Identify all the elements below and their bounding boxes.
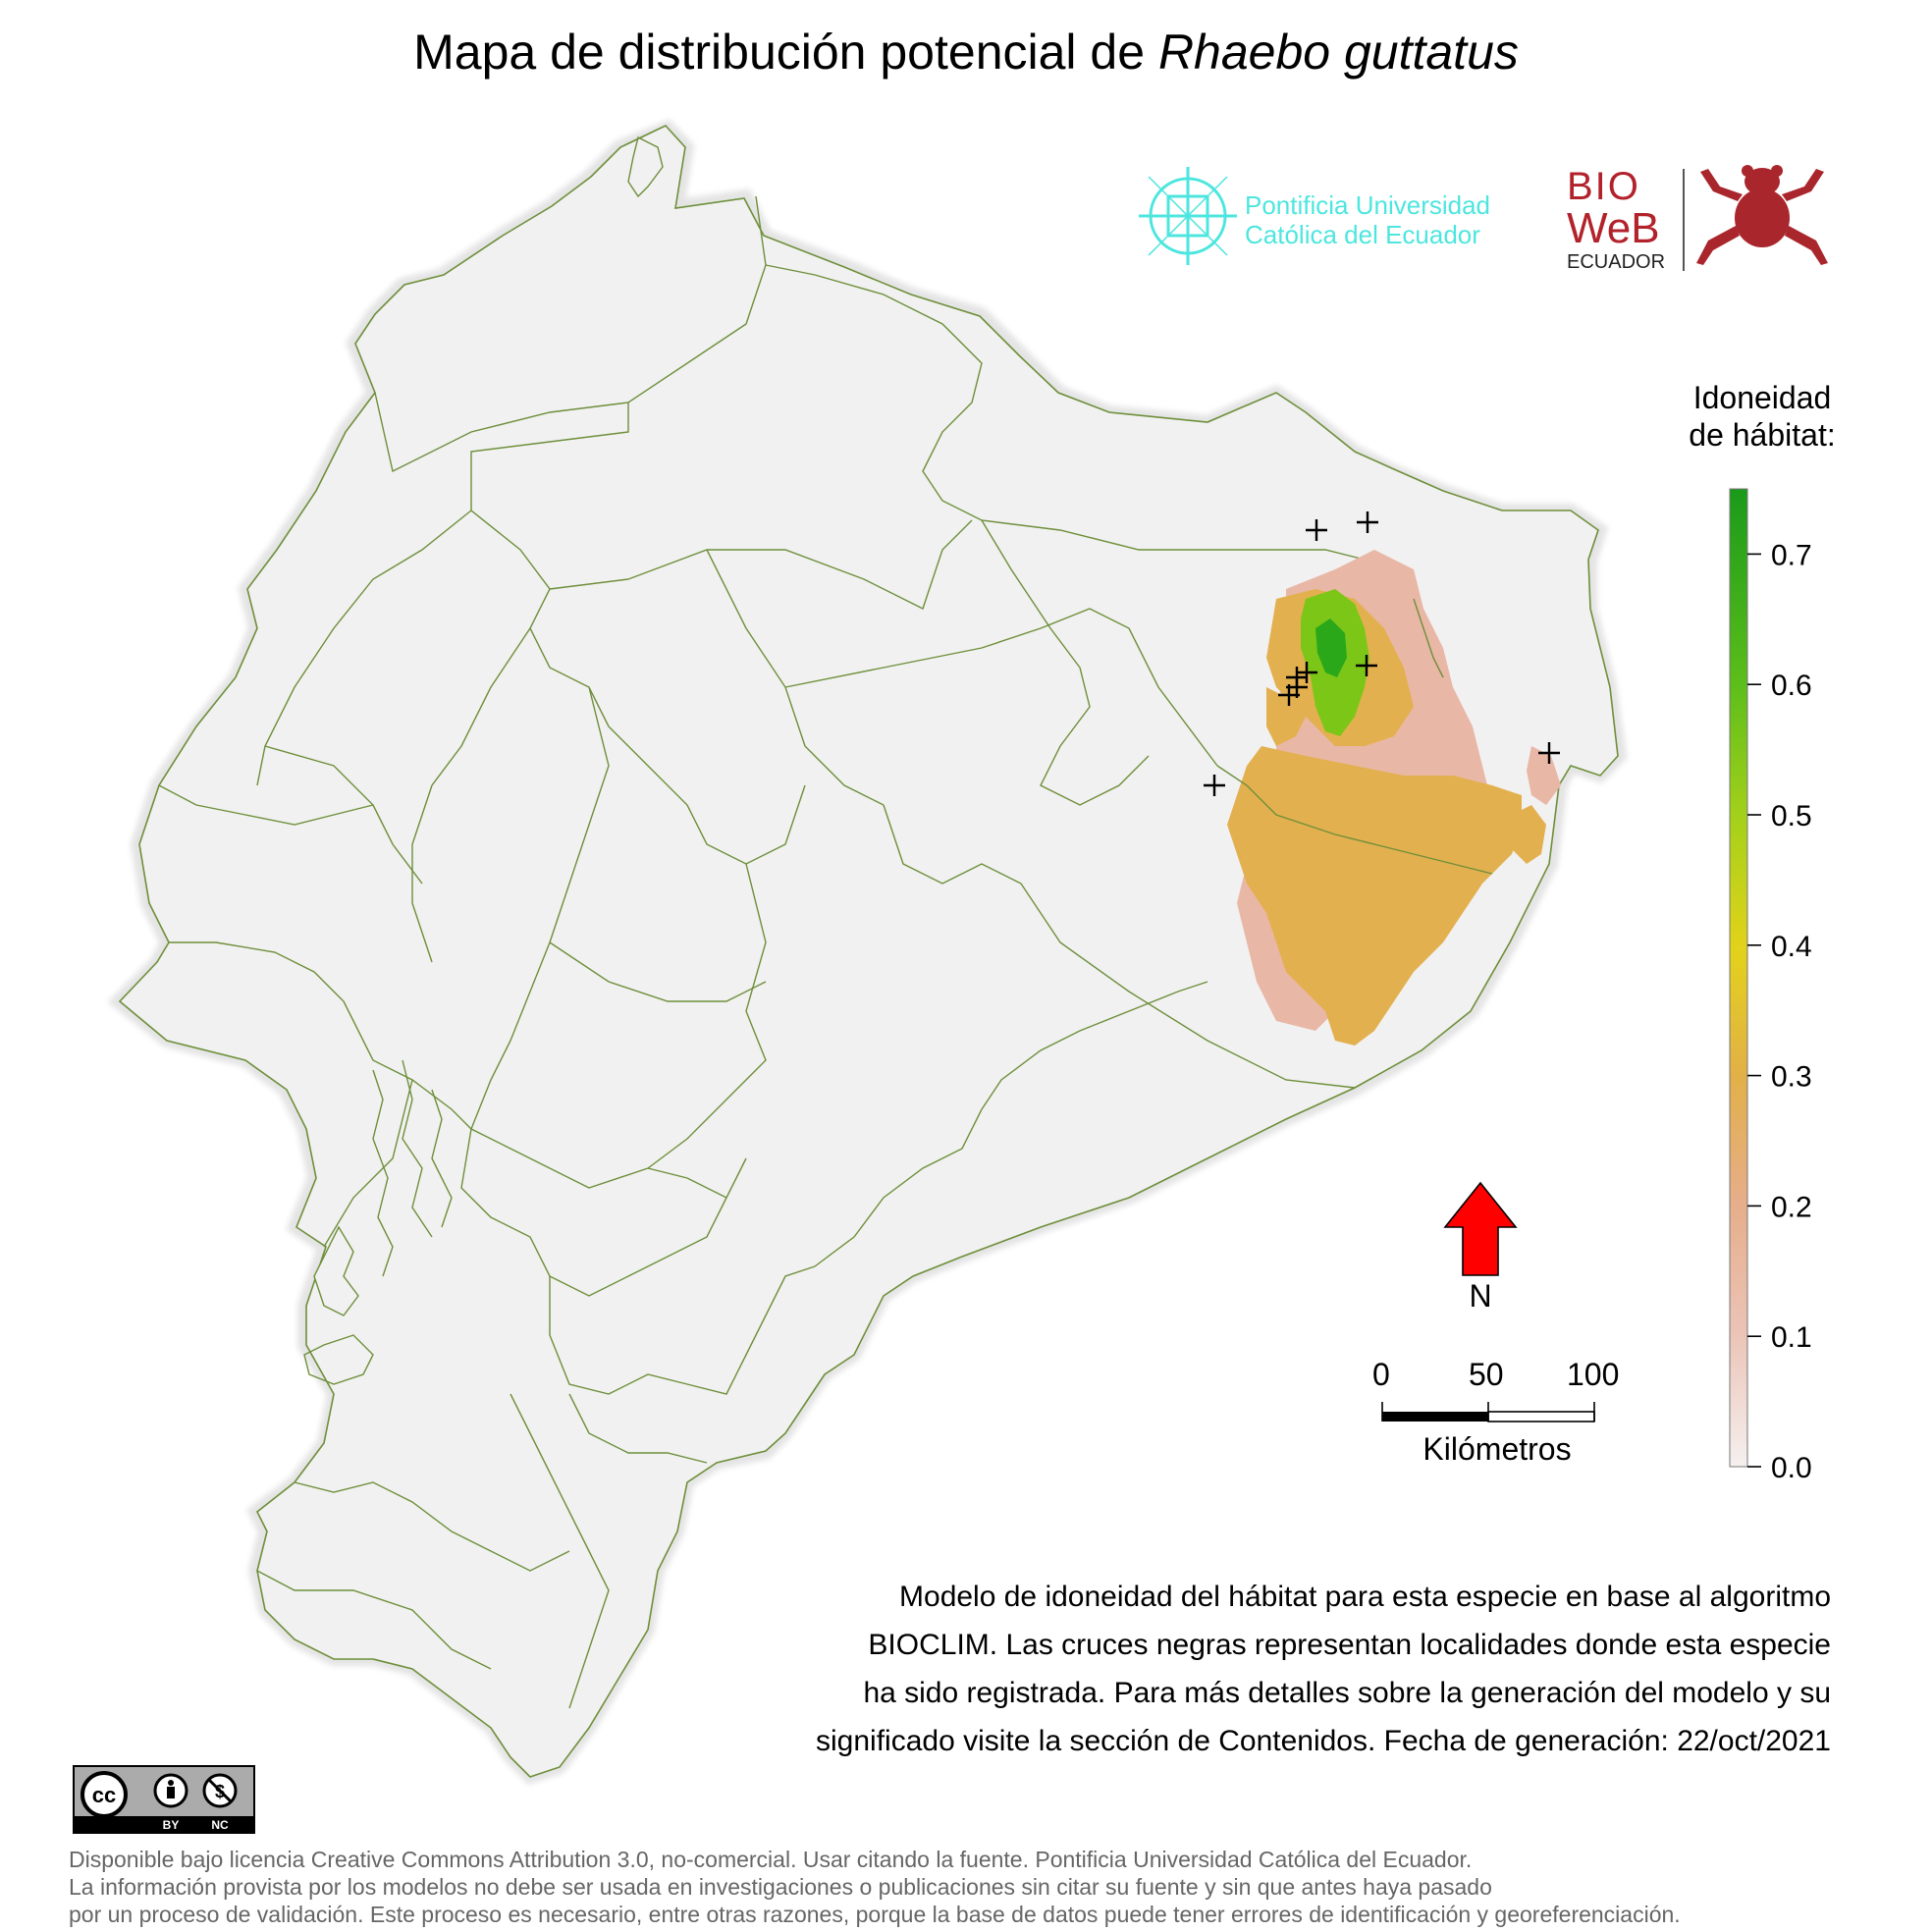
north-arrow xyxy=(1443,1181,1518,1276)
rivers xyxy=(1216,598,1493,875)
cc-icon xyxy=(80,1771,128,1818)
occurrence-marker xyxy=(1356,655,1377,676)
occurrence-marker xyxy=(1357,511,1378,533)
legend-tick-label: 0.4 xyxy=(1771,931,1812,963)
bioweb-logo: BIO WeB ECUADOR xyxy=(1567,165,1824,273)
legend-tick-label: 0.3 xyxy=(1771,1061,1812,1094)
footer-line: Disponible bajo licencia Creative Common… xyxy=(69,1847,1473,1872)
map-title: Mapa de distribución potencial de Rhaebo… xyxy=(0,24,1932,80)
legend-tick-label: 0.1 xyxy=(1771,1321,1812,1354)
puce-line1: Pontificia Universidad xyxy=(1245,190,1491,220)
suitability-raster xyxy=(1227,550,1561,1046)
frog-icon xyxy=(1696,165,1828,265)
footer-line: La información provista por los modelos … xyxy=(69,1874,1492,1900)
bioweb-line2: WeB xyxy=(1567,204,1660,252)
bioweb-line3: ECUADOR xyxy=(1567,251,1666,273)
legend-tick-label: 0.5 xyxy=(1771,800,1812,832)
title-species: Rhaebo guttatus xyxy=(1157,25,1519,80)
puce-line2: Católica del Ecuador xyxy=(1245,220,1480,249)
suitability-medium xyxy=(1227,746,1522,1046)
occurrence-marker xyxy=(1204,775,1225,796)
description-line: significado visite la sección de Conteni… xyxy=(816,1725,1831,1757)
north-label: N xyxy=(1469,1278,1492,1314)
occurrence-marker xyxy=(1538,742,1560,764)
license-footer: Disponible bajo licencia Creative Common… xyxy=(69,1846,1914,1928)
svg-text:cc: cc xyxy=(92,1783,116,1807)
suitability-low-east xyxy=(1527,746,1561,805)
occurrence-marker xyxy=(1296,662,1317,683)
title-prefix: Mapa de distribución potencial de xyxy=(413,25,1158,80)
scale-bar-white xyxy=(1487,1411,1595,1422)
puce-logo-text: Pontificia Universidad Católica del Ecua… xyxy=(1245,190,1490,249)
scale-bar xyxy=(1381,1402,1595,1422)
puce-logo: Pontificia Universidad Católica del Ecua… xyxy=(1137,165,1500,273)
badge-nc-label: NC xyxy=(211,1818,229,1832)
scale-bar-black xyxy=(1382,1412,1488,1422)
scale-label-50: 50 xyxy=(1469,1357,1504,1392)
scale-unit: Kilómetros xyxy=(1422,1431,1572,1467)
badge-by-label: BY xyxy=(163,1818,180,1832)
description-line: ha sido registrada. Para más detalles so… xyxy=(863,1677,1831,1709)
legend-ticks: 0.0 0.1 0.2 0.3 0.4 0.5 0.6 0.7 xyxy=(1747,539,1812,1484)
legend-tick-label: 0.7 xyxy=(1771,539,1812,571)
occurrence-marker xyxy=(1306,519,1327,541)
model-description: Modelo de idoneidad del hábitat para est… xyxy=(653,1573,1831,1765)
legend-colorbar: 0.0 0.1 0.2 0.3 0.4 0.5 0.6 0.7 xyxy=(1729,488,1812,1484)
north-arrow-icon xyxy=(1443,1181,1518,1276)
suitability-medium-west xyxy=(1266,687,1306,746)
suitability-medium-east xyxy=(1512,805,1546,864)
legend-tick-label: 0.0 xyxy=(1771,1452,1812,1484)
suitability-very-high xyxy=(1315,618,1347,677)
country-outline xyxy=(118,125,1619,1778)
scale-label-0: 0 xyxy=(1372,1357,1390,1392)
scale-label-100: 100 xyxy=(1567,1357,1620,1392)
puce-logo-icon xyxy=(1139,167,1237,265)
legend-tick-label: 0.2 xyxy=(1771,1191,1812,1223)
legend-title-line1: Idoneidad xyxy=(1692,380,1832,415)
legend-tick-label: 0.6 xyxy=(1771,670,1812,702)
occurrence-marker xyxy=(1286,676,1308,698)
bioweb-separator xyxy=(1683,169,1685,271)
legend-title: Idoneidad de hábitat: xyxy=(1659,379,1865,454)
cc-license-badge[interactable]: cc $ BY NC xyxy=(73,1765,255,1834)
description-line: BIOCLIM. Las cruces negras representan l… xyxy=(868,1629,1831,1661)
occurrence-markers xyxy=(1204,511,1560,796)
bioweb-line1: BIO xyxy=(1567,165,1640,208)
description-line: Modelo de idoneidad del hábitat para est… xyxy=(899,1581,1831,1613)
footer-line: por un proceso de validación. Este proce… xyxy=(69,1902,1681,1927)
estuary-detail xyxy=(303,135,664,1385)
legend-title-line2: de hábitat: xyxy=(1689,417,1836,453)
province-boundaries xyxy=(158,195,1366,1709)
legend-gradient xyxy=(1729,488,1748,1468)
